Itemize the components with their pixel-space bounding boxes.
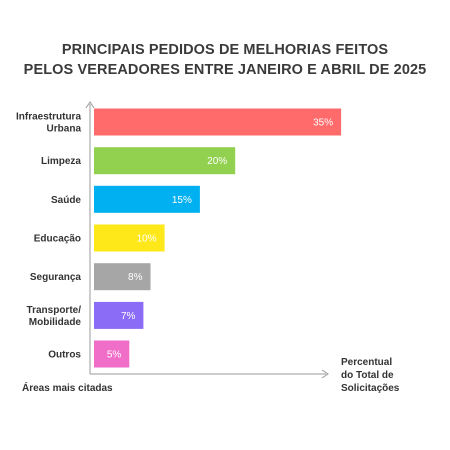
- bar: [94, 108, 342, 136]
- bar: [94, 224, 165, 252]
- x-axis-label-line-1: Percentual: [341, 357, 392, 368]
- axes: [85, 101, 329, 379]
- bar-value-label: 8%: [128, 272, 143, 283]
- value-labels: 35% 20% 15% 10% 8% 7% 5%: [107, 118, 333, 361]
- category-label: Transporte/: [27, 305, 82, 316]
- category-label: Segurança: [30, 272, 82, 283]
- bar-value-label: 5%: [107, 350, 122, 361]
- bar: [94, 263, 151, 291]
- chart-title: PRINCIPAIS PEDIDOS DE MELHORIAS FEITOS P…: [0, 40, 450, 80]
- bar: [94, 340, 130, 368]
- bars: [94, 108, 342, 368]
- category-label: Outros: [48, 350, 81, 361]
- category-label: Limpeza: [41, 156, 81, 167]
- category-label: Mobilidade: [29, 317, 82, 328]
- category-label: Infraestrutura: [16, 112, 81, 123]
- bar-value-label: 10%: [137, 234, 157, 245]
- bar: [94, 301, 144, 329]
- chart-title-line-2: PELOS VEREADORES ENTRE JANEIRO E ABRIL D…: [23, 62, 427, 78]
- y-axis-label: Áreas mais citadas: [22, 381, 113, 394]
- bar-value-label: 20%: [207, 156, 227, 167]
- chart-title-line-1: PRINCIPAIS PEDIDOS DE MELHORIAS FEITOS: [61, 42, 389, 58]
- x-axis-label-line-2: do Total de: [341, 370, 394, 381]
- bar: [94, 185, 200, 213]
- bar-value-label: 35%: [313, 118, 333, 129]
- bar-value-label: 15%: [172, 195, 192, 206]
- x-axis-arrow: [321, 369, 329, 379]
- y-axis-arrow: [85, 101, 95, 109]
- category-label: Saúde: [51, 195, 81, 206]
- category-label: Urbana: [47, 124, 82, 135]
- x-axis-label-line-3: Solicitações: [341, 383, 400, 394]
- bar: [94, 147, 236, 175]
- category-label: Educação: [34, 234, 81, 245]
- bar-value-label: 7%: [121, 311, 136, 322]
- x-axis-label: Percentual do Total de Solicitações: [341, 357, 400, 394]
